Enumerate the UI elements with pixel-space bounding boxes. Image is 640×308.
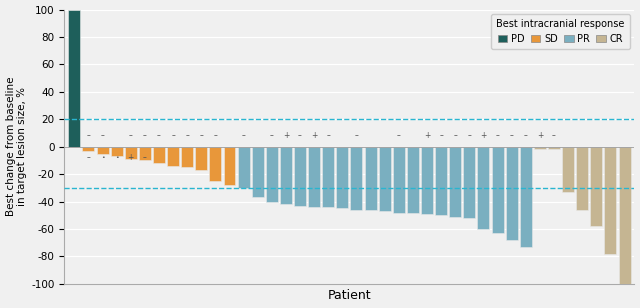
Bar [337,147,348,209]
Bar [97,147,109,154]
Text: •: • [115,155,118,160]
Bar [548,147,560,149]
Bar [604,147,616,254]
Text: –: – [495,131,499,140]
Text: –: – [199,131,204,140]
Text: –: – [509,131,514,140]
Bar [153,147,165,163]
Text: –: – [171,131,175,140]
Legend: PD, SD, PR, CR: PD, SD, PR, CR [492,14,630,49]
Bar [195,147,207,170]
Bar [223,147,236,185]
Text: –: – [397,131,401,140]
Text: +: + [127,153,134,162]
Text: –: – [86,131,90,140]
Text: –: – [157,131,161,140]
Bar [111,147,123,156]
Bar [167,147,179,166]
Text: –: – [214,131,218,140]
Text: –: – [129,131,132,140]
Bar [125,147,137,159]
Text: –: – [242,131,246,140]
Bar [280,147,292,204]
Bar [520,147,532,247]
Text: –: – [100,131,104,140]
Bar [139,147,151,160]
Bar [576,147,588,210]
Bar [365,147,376,210]
Text: •: • [100,155,104,160]
Text: –: – [439,131,443,140]
Bar [562,147,574,192]
Text: –: – [143,131,147,140]
Text: –: – [467,131,471,140]
Bar [252,147,264,197]
Bar [463,147,476,218]
Bar [619,147,630,284]
Text: –: – [298,131,302,140]
Bar [492,147,504,233]
Text: +: + [424,131,430,140]
Bar [294,147,306,206]
Bar [421,147,433,214]
Bar [83,147,95,151]
Y-axis label: Best change from baseline
in target lesion size, %: Best change from baseline in target lesi… [6,77,27,217]
Text: +: + [311,131,317,140]
Bar [534,147,546,149]
Text: –: – [552,131,556,140]
Text: –: – [355,131,358,140]
Bar [323,147,334,207]
Text: +: + [283,131,289,140]
Bar [379,147,390,211]
Bar [393,147,405,213]
Text: –: – [326,131,330,140]
Bar [435,147,447,215]
Bar [237,147,250,188]
Text: –: – [270,131,274,140]
Text: –: – [185,131,189,140]
Text: –: – [86,153,90,162]
Bar [266,147,278,202]
Text: +: + [480,131,486,140]
Bar [590,147,602,226]
Bar [449,147,461,217]
Bar [407,147,419,213]
Text: –: – [453,131,457,140]
Text: +: + [537,131,543,140]
Bar [351,147,362,210]
Bar [209,147,221,181]
Text: –: – [143,153,147,162]
Bar [308,147,320,207]
Bar [477,147,490,229]
X-axis label: Patient: Patient [328,290,371,302]
Bar [181,147,193,167]
Bar [68,10,80,147]
Bar [506,147,518,240]
Text: –: – [524,131,528,140]
